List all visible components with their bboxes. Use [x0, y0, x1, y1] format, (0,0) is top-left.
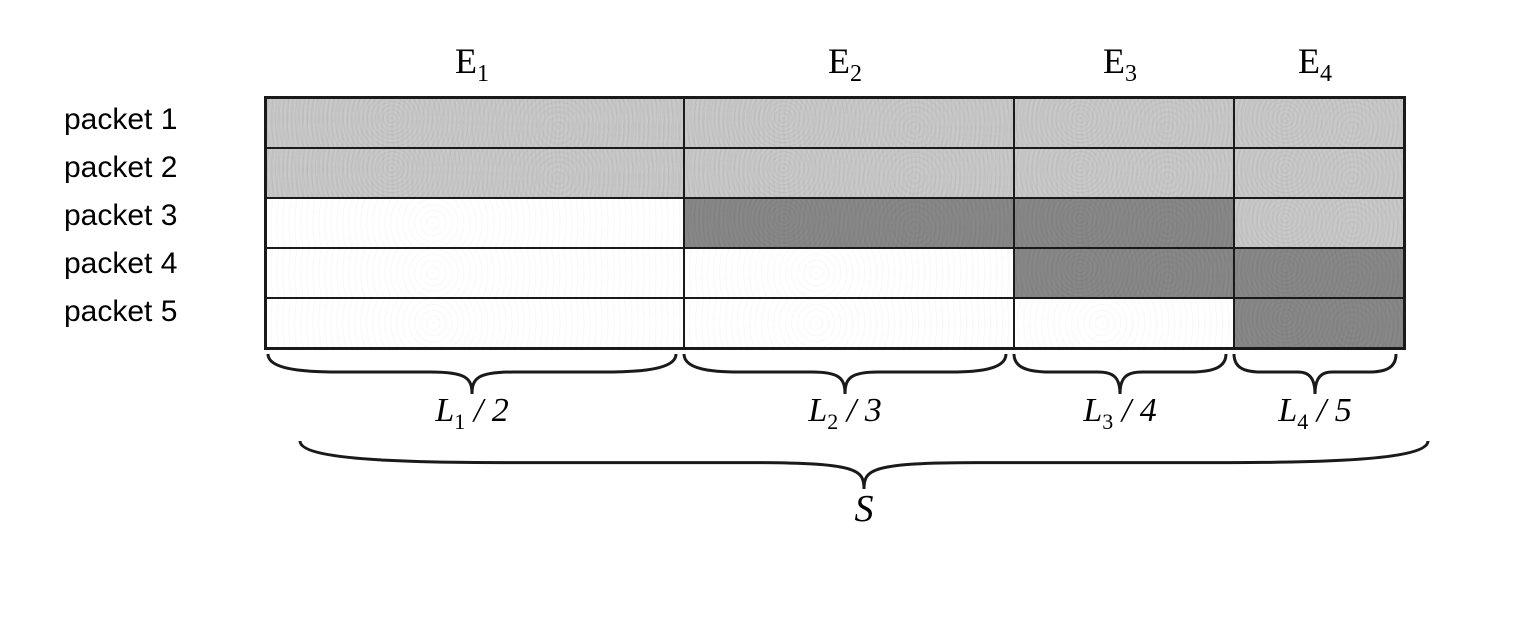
header-sub: 1 [477, 61, 489, 87]
column-header-4: E4 [1230, 40, 1400, 88]
column-brace-1: L1 / 2 [264, 354, 680, 435]
cell-r2-c1 [267, 149, 683, 197]
cell-r4-c1 [267, 249, 683, 297]
packet-layer-diagram: E1E2E3E4 packet 1packet 2packet 3packet … [64, 40, 1464, 531]
brace-label-sub: 4 [1297, 409, 1308, 434]
cell-r5-c2 [683, 299, 1013, 347]
header-main: E [455, 41, 477, 81]
brace-label-slash: / [838, 392, 864, 429]
column-header-1: E1 [264, 40, 680, 88]
brace-label-main: L [435, 392, 454, 429]
cell-r4-c4 [1233, 249, 1403, 297]
cell-r4-c3 [1013, 249, 1233, 297]
brace-label-main: L [1278, 392, 1297, 429]
cell-r5-c1 [267, 299, 683, 347]
total-brace-wrap: S [264, 441, 1464, 531]
cell-r1-c3 [1013, 99, 1233, 147]
cell-r2-c4 [1233, 149, 1403, 197]
cell-r2-c3 [1013, 149, 1233, 197]
cell-r1-c2 [683, 99, 1013, 147]
grid-row-3 [267, 197, 1403, 247]
column-braces-row: L1 / 2L2 / 3L3 / 4L4 / 5 [264, 354, 1464, 435]
cell-r3-c2 [683, 199, 1013, 247]
column-header-3: E3 [1010, 40, 1230, 88]
brace-label: L3 / 4 [1010, 392, 1230, 435]
cell-r3-c4 [1233, 199, 1403, 247]
brace-label-div: 4 [1140, 392, 1157, 429]
brace-label-div: 5 [1335, 392, 1352, 429]
table-wrap: packet 1packet 2packet 3packet 4packet 5 [64, 96, 1464, 350]
header-main: E [1298, 41, 1320, 81]
column-header-2: E2 [680, 40, 1010, 88]
brace-label-sub: 2 [827, 409, 838, 434]
grid-row-4 [267, 247, 1403, 297]
brace-icon [1010, 354, 1230, 394]
row-labels-column: packet 1packet 2packet 3packet 4packet 5 [64, 96, 264, 350]
brace-label-sub: 1 [454, 409, 465, 434]
cell-r5-c3 [1013, 299, 1233, 347]
grid-row-5 [267, 297, 1403, 347]
brace-label-slash: / [1308, 392, 1334, 429]
brace-label-div: 3 [865, 392, 882, 429]
column-brace-3: L3 / 4 [1010, 354, 1230, 435]
brace-label-main: L [808, 392, 827, 429]
cell-r3-c1 [267, 199, 683, 247]
cell-r1-c1 [267, 99, 683, 147]
header-sub: 3 [1125, 61, 1137, 87]
packet-grid [264, 96, 1406, 350]
brace-label-sub: 3 [1102, 409, 1113, 434]
brace-label-slash: / [1113, 392, 1139, 429]
row-label-1: packet 1 [64, 96, 264, 144]
row-label-4: packet 4 [64, 240, 264, 288]
cell-r1-c4 [1233, 99, 1403, 147]
cell-r2-c2 [683, 149, 1013, 197]
total-brace-icon [296, 441, 1432, 489]
header-sub: 4 [1320, 61, 1332, 87]
row-label-5: packet 5 [64, 288, 264, 336]
brace-icon [1230, 354, 1400, 394]
brace-label: L4 / 5 [1230, 392, 1400, 435]
total-brace-label: S [264, 487, 1464, 531]
header-sub: 2 [850, 61, 862, 87]
brace-label-main: L [1083, 392, 1102, 429]
row-label-3: packet 3 [64, 192, 264, 240]
cell-r5-c4 [1233, 299, 1403, 347]
column-headers-row: E1E2E3E4 [264, 40, 1464, 88]
grid-row-2 [267, 147, 1403, 197]
cell-r4-c2 [683, 249, 1013, 297]
cell-r3-c3 [1013, 199, 1233, 247]
brace-icon [264, 354, 680, 394]
brace-label-div: 2 [492, 392, 509, 429]
header-main: E [1103, 41, 1125, 81]
header-main: E [828, 41, 850, 81]
column-brace-2: L2 / 3 [680, 354, 1010, 435]
brace-label: L1 / 2 [264, 392, 680, 435]
row-label-2: packet 2 [64, 144, 264, 192]
brace-label-slash: / [465, 392, 491, 429]
column-brace-4: L4 / 5 [1230, 354, 1400, 435]
brace-icon [680, 354, 1010, 394]
brace-label: L2 / 3 [680, 392, 1010, 435]
grid-row-1 [267, 99, 1403, 147]
